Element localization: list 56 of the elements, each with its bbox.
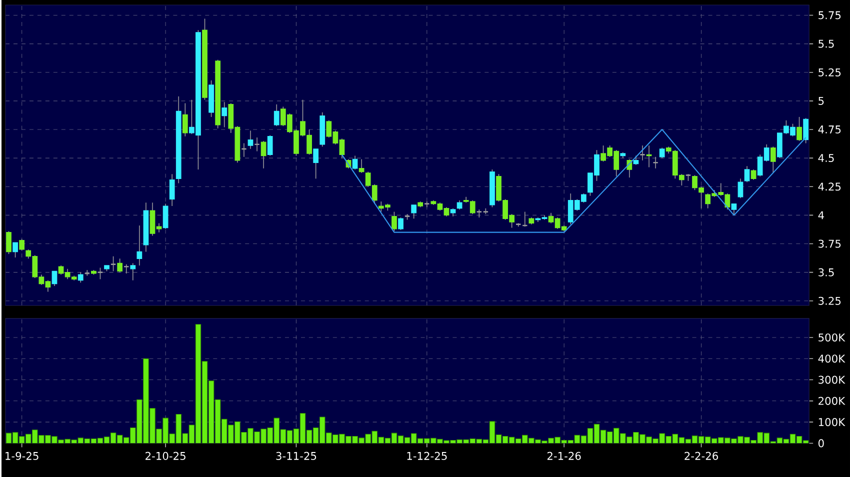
- candlestick: [770, 146, 776, 174]
- y-tick-label: 3.25: [818, 296, 841, 305]
- y-tick-label: 4.25: [818, 182, 841, 191]
- candlestick: [398, 217, 404, 230]
- candlestick: [633, 155, 639, 166]
- y-tick-label: 100K: [818, 418, 846, 426]
- x-tick-label: 2-2-26: [684, 452, 718, 460]
- y-tick-label: 5.25: [818, 68, 841, 76]
- candlestick: [750, 169, 756, 180]
- y-tick-label: 500K: [818, 333, 846, 342]
- y-tick-label: 5.5: [818, 40, 834, 48]
- y-tick-label: 400K: [818, 354, 846, 363]
- candlestick: [6, 230, 12, 254]
- candlestick: [738, 178, 744, 198]
- candlestick: [78, 272, 84, 283]
- x-tick-label: 1-12-25: [407, 452, 447, 460]
- y-tick-label: 4.5: [818, 154, 834, 162]
- y-tick-label: 3.5: [818, 268, 834, 276]
- candlestick: [267, 134, 273, 156]
- candlestick: [352, 155, 358, 170]
- candlestick: [136, 225, 142, 266]
- y-tick-label: 0: [818, 439, 824, 448]
- y-tick-label: 5: [818, 96, 824, 105]
- candlestick: [313, 148, 319, 179]
- candlestick: [240, 142, 247, 158]
- y-tick-label: 200K: [818, 396, 846, 405]
- candlestick: [522, 211, 528, 227]
- candlestick: [744, 166, 750, 182]
- y-tick-label: 4: [818, 211, 824, 220]
- candlestick: [796, 116, 802, 142]
- y-tick-label: 300K: [818, 376, 846, 384]
- candlestick: [652, 156, 659, 169]
- x-tick-label: 2-10-25: [146, 452, 186, 460]
- candlestick: [659, 147, 665, 158]
- candlestick: [162, 203, 168, 230]
- candlestick: [254, 137, 260, 152]
- candlestick: [12, 242, 18, 258]
- y-tick-label: 4.75: [818, 125, 841, 134]
- candlestick: [411, 204, 417, 219]
- candlestick: [222, 102, 228, 128]
- candlestick: [639, 145, 646, 161]
- candlestick: [358, 158, 364, 174]
- y-tick-label: 3.75: [818, 240, 841, 248]
- candlestick: [52, 270, 58, 286]
- x-tick-label: 3-11-25: [276, 452, 316, 460]
- candlestick: [392, 211, 397, 232]
- candlestick: [110, 256, 116, 272]
- candlestick: [123, 264, 130, 274]
- candlestick: [274, 104, 280, 126]
- candlestick: [19, 238, 25, 251]
- candlestick: [97, 267, 104, 280]
- x-tick-label: 2-1-26: [547, 452, 581, 460]
- candlestick: [169, 174, 175, 206]
- y-tick-label: 5.75: [818, 11, 841, 20]
- candlestick: [182, 102, 188, 137]
- x-tick-label: 1-9-25: [6, 452, 38, 460]
